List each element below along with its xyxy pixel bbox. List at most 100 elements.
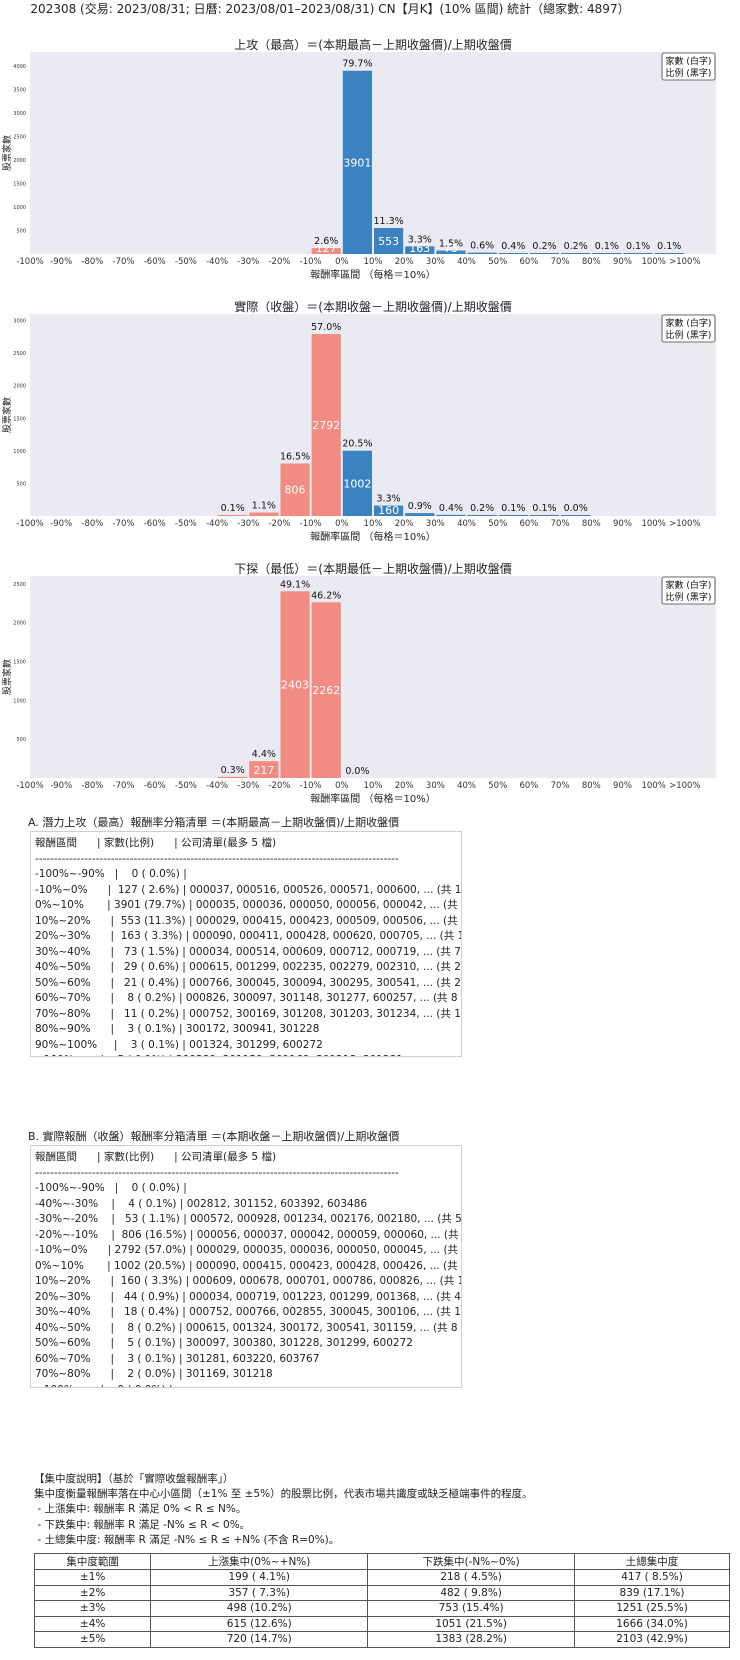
y-tick-label: 2500 [13,351,26,357]
bar-count-label: 2262 [312,684,340,697]
bar [280,591,310,778]
bar-pct-label: 0.4% [439,503,463,514]
bar [498,253,528,254]
x-tick-label: 70% [551,257,570,267]
list-line: 40%~50% | 29 ( 0.6%) | 000615, 001299, 0… [35,961,462,973]
list-line: >100% | 5 ( 0.1%) | 300380, 301159, 3011… [35,1053,456,1056]
concentration-line: - 下跌集中: 報酬率 R 滿足 -N% ≤ R < 0%。 [34,1518,251,1531]
x-tick-label: >100% [669,519,700,529]
table-row: ±4% 615 (12.6%) 1051 (21.5%) 1666 (34.0%) [33,1615,730,1632]
bar-pct-label: 0.1% [532,503,556,514]
chart-title: 實際（收盤）＝(本期收盤－上期收盤價)/上期收盤價 [234,300,511,314]
concentration-line: - 土總集中度: 報酬率 R 滿足 -N% ≤ R ≤ +N% (不含 R=0%… [34,1533,340,1546]
bar-count-label: 2403 [281,679,309,692]
bar-pct-label: 0.1% [501,503,525,514]
table-cell: 199 ( 4.1%) [150,1569,369,1586]
x-tick-label: -70% [113,781,135,791]
concentration-line: 集中度衡量報酬率落在中心小區間（±1% 至 ±5%）的股票比例，代表市場共識度或… [34,1488,533,1501]
legend-entry: 家數 (白字) [666,317,712,329]
table-row: ±2% 357 ( 7.3%) 482 ( 9.8%) 839 (17.1%) [33,1584,730,1601]
list-line: 10%~20% | 160 ( 3.3%) | 000609, 000678, … [35,1275,462,1287]
x-tick-label: 90% [613,781,632,791]
y-tick-label: 500 [16,481,26,487]
x-tick-label: -90% [50,257,72,267]
table-cell: ±5% [33,1631,152,1648]
x-tick-label: 60% [519,781,538,791]
y-tick-label: 1500 [13,182,26,188]
list-line: -100%~-90% | 0 ( 0.0%) | [35,1182,187,1194]
x-tick-label: 80% [582,781,601,791]
bar-pct-label: 79.7% [342,59,372,70]
bar-pct-label: 20.5% [342,439,372,450]
x-tick-label: 0% [335,519,349,529]
x-tick-label: 20% [395,257,414,267]
table-cell: 357 ( 7.3%) [150,1584,369,1601]
x-tick-label: -20% [268,519,290,529]
x-tick-label: -60% [144,519,166,529]
x-tick-label: 60% [519,519,538,529]
table-cell: ±1% [33,1569,152,1586]
bar-pct-label: 0.1% [657,241,681,252]
bar [249,512,279,516]
x-tick-label: -70% [113,257,135,267]
x-tick-label: -100% [16,257,43,267]
x-tick-label: -70% [113,519,135,529]
x-tick-label: -100% [16,519,43,529]
x-tick-label: -20% [268,257,290,267]
list-line: 60%~70% | 3 ( 0.1%) | 301281, 603220, 60… [35,1352,320,1365]
y-tick-label: 2000 [13,621,26,627]
bar-pct-label: 57.0% [311,322,341,333]
x-tick-label: -80% [81,519,103,529]
list-a-box: 報酬區間 | 家數(比例) | 公司清單(最多 5 檔) ------------… [30,831,462,1057]
list-line: 50%~60% | 5 ( 0.1%) | 300097, 300380, 30… [35,1337,413,1349]
y-tick-label: 1500 [13,659,26,665]
bar-pct-label: 0.2% [532,241,556,252]
x-tick-label: -60% [144,781,166,791]
bar [311,334,341,516]
legend-box [661,576,716,605]
bar-pct-label: 0.2% [564,241,588,252]
bar [623,253,653,254]
bar [249,761,279,778]
bar-count-label: 553 [378,235,399,248]
list-line: 報酬區間 | 家數(比例) | 公司清單(最多 5 檔) [35,837,277,849]
bar [374,505,404,516]
list-line: 60%~70% | 8 ( 0.2%) | 000826, 300097, 30… [35,992,462,1004]
bar [218,515,248,516]
bar-pct-label: 0.0% [564,503,588,514]
x-tick-label: 30% [426,519,445,529]
bar-pct-label: 0.3% [221,765,245,776]
x-tick-label: 0% [335,257,349,267]
list-line: -10%~0% | 2792 (57.0%) | 000029, 000035,… [35,1244,462,1256]
x-tick-label: 100% [641,781,665,791]
table-cell: 839 (17.1%) [574,1584,730,1601]
x-tick-label: 50% [488,519,507,529]
x-tick-label: 70% [551,781,570,791]
list-line: 70%~80% | 11 ( 0.2%) | 000752, 300169, 3… [35,1007,462,1020]
bar-pct-label: 46.2% [311,590,341,601]
x-axis-label: 報酬率區間 （每格＝10%） [310,530,435,543]
chart-low: 下探（最低）＝(本期最低－上期收盤價)/上期收盤價 500 1000 1500 2000… [1,562,716,805]
bar [654,253,684,254]
y-axis-label: 股票家數 [1,135,13,171]
chart-title: 下探（最低）＝(本期最低－上期收盤價)/上期收盤價 [234,562,511,576]
plot-area [30,314,716,516]
bar-pct-label: 3.3% [408,234,432,245]
list-line: 0%~10% | 1002 (20.5%) | 000090, 000415, … [35,1259,462,1272]
list-line: 0%~10% | 3901 (79.7%) | 000035, 000036, … [35,899,462,911]
plot-area [30,576,716,778]
x-tick-label: 20% [395,519,414,529]
bar [561,253,591,254]
x-tick-label: -30% [237,257,259,267]
x-tick-label: 90% [613,257,632,267]
x-tick-label: 10% [364,519,383,529]
chart-title: 上攻（最高）＝(本期最高－上期收盤價)/上期收盤價 [234,38,511,52]
table-cell: 1251 (25.5%) [574,1600,730,1617]
bar [436,514,466,516]
bar-pct-label: 0.6% [470,241,494,252]
legend-entry: 比例 (黑字) [666,591,712,603]
y-axis-label: 股票家數 [1,397,13,433]
legend-entry: 家數 (白字) [666,55,712,67]
legend-box [661,52,716,81]
table-cell: ±3% [33,1600,152,1617]
